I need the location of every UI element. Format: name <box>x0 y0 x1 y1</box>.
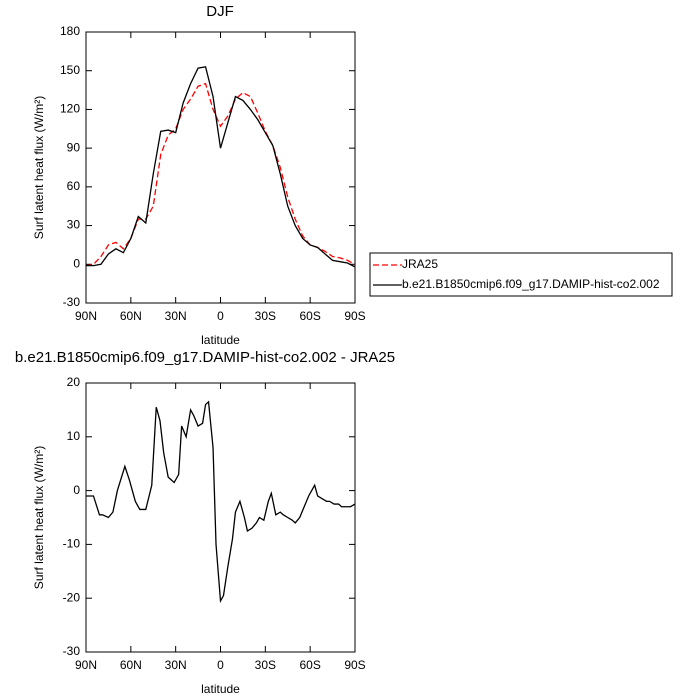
data-line <box>86 66 356 268</box>
data-line <box>86 400 356 604</box>
y-tick-label: -30 <box>63 644 81 658</box>
x-tick-label: 60S <box>299 309 320 323</box>
x-tick-label: 90S <box>344 658 365 672</box>
y-tick-label: 120 <box>60 102 80 116</box>
x-tick-label: 30S <box>255 309 276 323</box>
x-axis-label: latitude <box>201 333 240 347</box>
y-tick-label: 60 <box>67 179 81 193</box>
x-tick-label: 60N <box>120 658 142 672</box>
x-tick-label: 0 <box>217 309 224 323</box>
plot-frame <box>85 382 356 653</box>
y-tick-label: -10 <box>63 537 81 551</box>
y-tick-label: 20 <box>67 375 81 389</box>
y-tick-label: 0 <box>73 483 80 497</box>
x-tick-label: 30N <box>165 309 187 323</box>
y-tick-label: -20 <box>63 590 81 604</box>
y-axis-label: Surf latent heat flux (W/m²) <box>32 446 46 589</box>
x-tick-label: 30N <box>165 658 187 672</box>
y-tick-label: -30 <box>63 295 81 309</box>
chart-title: DJF <box>206 3 234 20</box>
x-tick-label: 90N <box>75 309 97 323</box>
x-tick-label: 90N <box>75 658 97 672</box>
legend-frame <box>369 252 673 297</box>
x-tick-label: 60S <box>299 658 320 672</box>
x-tick-label: 60N <box>120 309 142 323</box>
y-tick-label: 30 <box>67 218 81 232</box>
x-tick-label: 0 <box>217 658 224 672</box>
legend-label: JRA25 <box>402 257 438 271</box>
x-tick-label: 30S <box>255 658 276 672</box>
y-tick-label: 180 <box>60 24 80 38</box>
x-tick-label: 90S <box>344 309 365 323</box>
legend-label: b.e21.B1850cmip6.f09_g17.DAMIP-hist-co2.… <box>402 277 660 291</box>
y-tick-label: 10 <box>67 429 81 443</box>
chart-title: b.e21.B1850cmip6.f09_g17.DAMIP-hist-co2.… <box>15 349 395 366</box>
plot-frame <box>85 31 356 304</box>
y-tick-label: 150 <box>60 63 80 77</box>
data-line <box>85 82 356 267</box>
x-axis-label: latitude <box>201 682 240 696</box>
y-tick-label: 0 <box>73 256 80 270</box>
y-tick-label: 90 <box>67 140 81 154</box>
y-axis-label: Surf latent heat flux (W/m²) <box>32 96 46 239</box>
